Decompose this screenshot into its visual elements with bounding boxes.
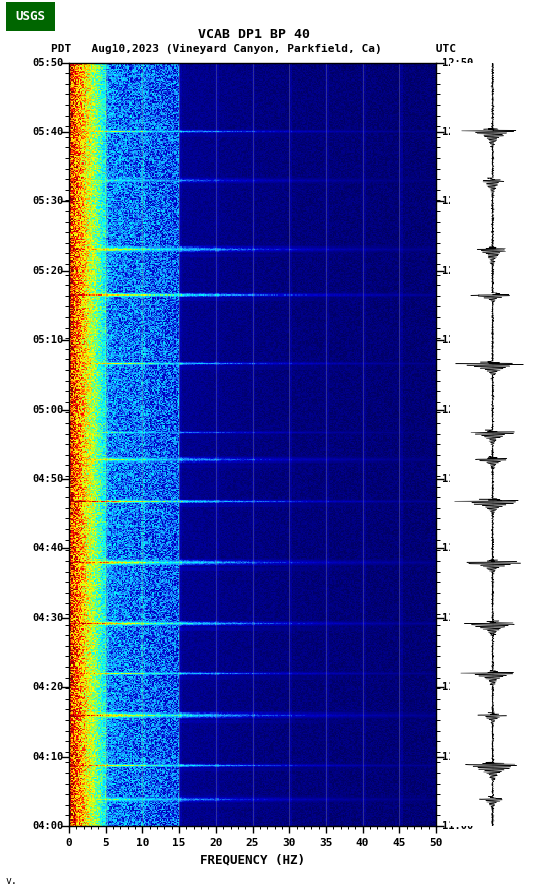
- Text: v.: v.: [6, 876, 17, 886]
- Text: 05:10: 05:10: [32, 335, 63, 346]
- Text: 12:10: 12:10: [442, 335, 473, 346]
- Text: PDT   Aug10,2023 (Vineyard Canyon, Parkfield, Ca)        UTC: PDT Aug10,2023 (Vineyard Canyon, Parkfie…: [51, 44, 457, 54]
- Text: 04:20: 04:20: [32, 682, 63, 692]
- Text: 04:40: 04:40: [32, 543, 63, 554]
- Text: 11:40: 11:40: [442, 543, 473, 554]
- Text: 12:20: 12:20: [442, 266, 473, 276]
- Text: 05:30: 05:30: [32, 196, 63, 206]
- Text: 11:20: 11:20: [442, 682, 473, 692]
- X-axis label: FREQUENCY (HZ): FREQUENCY (HZ): [200, 854, 305, 866]
- Text: 12:00: 12:00: [442, 405, 473, 414]
- Text: 05:50: 05:50: [32, 57, 63, 68]
- Text: 05:40: 05:40: [32, 127, 63, 137]
- Text: 05:20: 05:20: [32, 266, 63, 276]
- Text: 04:00: 04:00: [32, 821, 63, 831]
- Text: USGS: USGS: [15, 10, 45, 23]
- Text: 12:30: 12:30: [442, 196, 473, 206]
- Text: 04:10: 04:10: [32, 752, 63, 762]
- Text: 11:30: 11:30: [442, 613, 473, 622]
- Text: 12:40: 12:40: [442, 127, 473, 137]
- Text: 11:50: 11:50: [442, 474, 473, 484]
- Text: 11:10: 11:10: [442, 752, 473, 762]
- Text: VCAB DP1 BP 40: VCAB DP1 BP 40: [198, 28, 310, 41]
- Text: 12:50: 12:50: [442, 57, 473, 68]
- Text: 05:00: 05:00: [32, 405, 63, 414]
- Text: 04:30: 04:30: [32, 613, 63, 622]
- Text: 11:00: 11:00: [442, 821, 473, 831]
- Text: 04:50: 04:50: [32, 474, 63, 484]
